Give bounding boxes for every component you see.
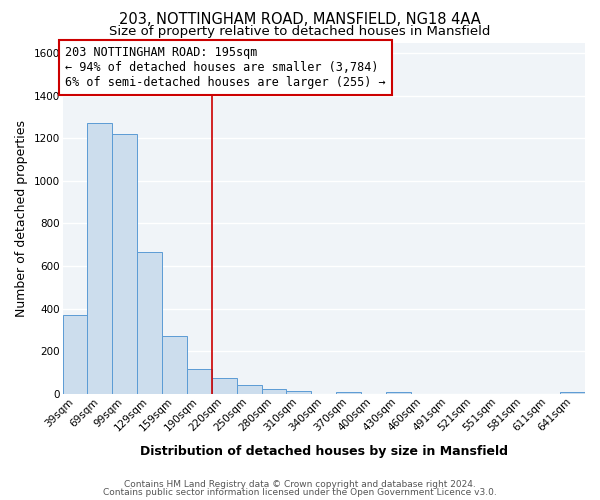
Bar bbox=[262, 390, 286, 394]
Bar bbox=[187, 370, 212, 394]
Bar bbox=[162, 336, 187, 394]
Bar bbox=[62, 315, 88, 394]
Text: Size of property relative to detached houses in Mansfield: Size of property relative to detached ho… bbox=[109, 25, 491, 38]
Bar bbox=[212, 378, 237, 394]
Bar bbox=[237, 385, 262, 394]
Bar bbox=[560, 392, 585, 394]
Bar bbox=[137, 252, 162, 394]
Bar bbox=[336, 392, 361, 394]
Text: 203 NOTTINGHAM ROAD: 195sqm
← 94% of detached houses are smaller (3,784)
6% of s: 203 NOTTINGHAM ROAD: 195sqm ← 94% of det… bbox=[65, 46, 386, 89]
Text: Contains HM Land Registry data © Crown copyright and database right 2024.: Contains HM Land Registry data © Crown c… bbox=[124, 480, 476, 489]
Text: Contains public sector information licensed under the Open Government Licence v3: Contains public sector information licen… bbox=[103, 488, 497, 497]
Y-axis label: Number of detached properties: Number of detached properties bbox=[15, 120, 28, 316]
X-axis label: Distribution of detached houses by size in Mansfield: Distribution of detached houses by size … bbox=[140, 444, 508, 458]
Bar bbox=[112, 134, 137, 394]
Bar bbox=[88, 124, 112, 394]
Bar bbox=[386, 392, 411, 394]
Text: 203, NOTTINGHAM ROAD, MANSFIELD, NG18 4AA: 203, NOTTINGHAM ROAD, MANSFIELD, NG18 4A… bbox=[119, 12, 481, 28]
Bar bbox=[286, 390, 311, 394]
